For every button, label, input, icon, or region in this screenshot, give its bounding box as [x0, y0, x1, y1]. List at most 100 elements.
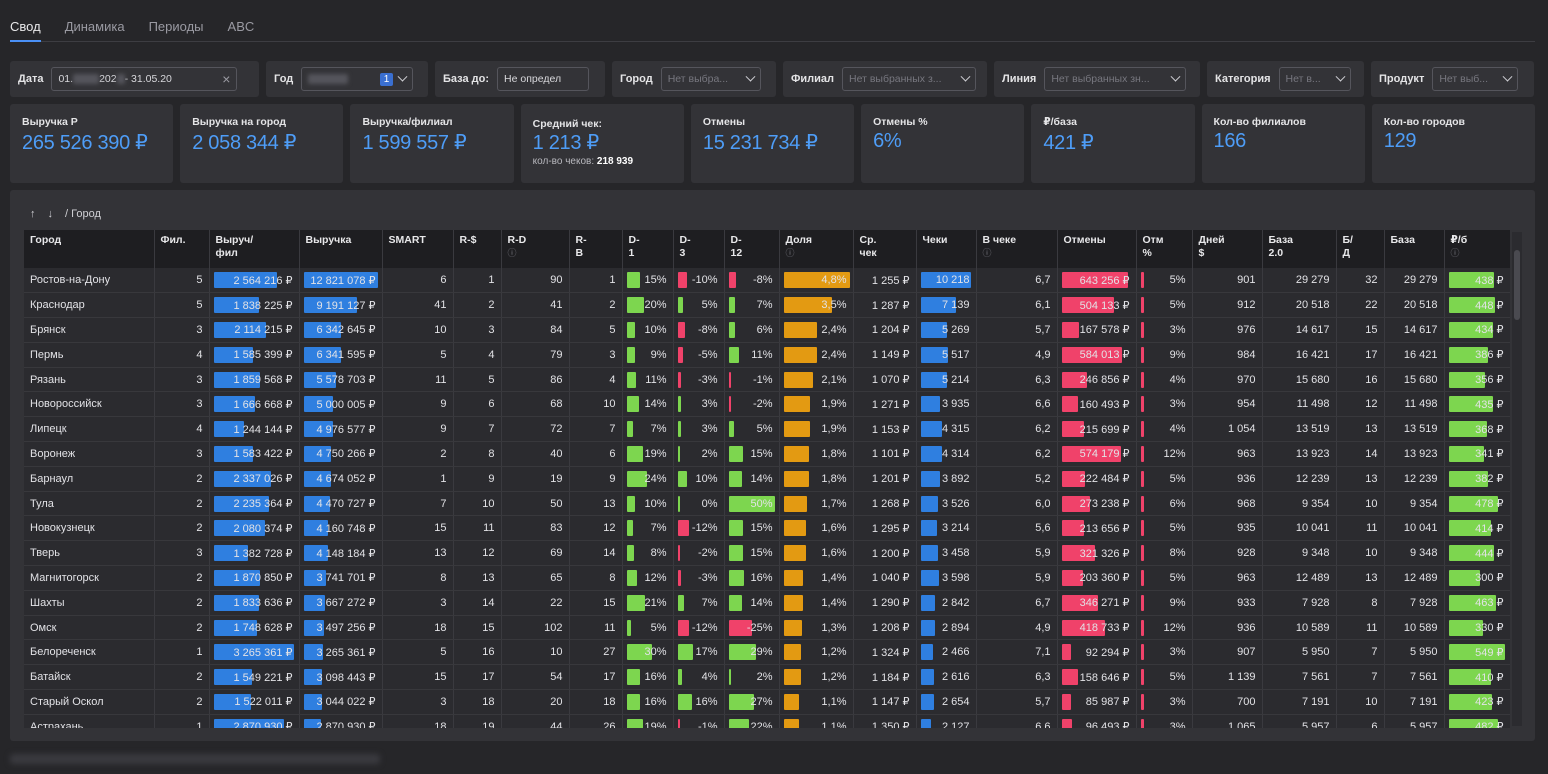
data-bar — [1061, 669, 1078, 686]
cell-value: 9% — [1169, 596, 1186, 609]
tab-abc[interactable]: ABC — [227, 19, 255, 34]
tab-dynamics[interactable]: Динамика — [64, 19, 125, 34]
column-header[interactable]: В чеке ⓘ — [976, 230, 1058, 268]
column-header[interactable]: База 2.0 — [1262, 230, 1337, 268]
cell-value: 16 421 — [1295, 348, 1330, 361]
table-cell: 3,5% — [779, 292, 854, 319]
table-cell: 4 148 184 ₽ — [299, 540, 383, 567]
column-header[interactable]: Доля ⓘ — [779, 230, 854, 268]
table-row[interactable]: Астрахань 1 2 870 930 ₽ 2 870 930 ₽ 18 19 44 26… — [24, 714, 1510, 728]
line-select[interactable]: Нет выбранных зн... — [1044, 67, 1187, 91]
table-cell: 6,0 — [976, 491, 1058, 517]
sort-ascending-icon[interactable]: ↑ — [30, 208, 36, 220]
column-header[interactable]: R-$ — [453, 230, 502, 268]
column-header[interactable]: Ср. чек — [853, 230, 917, 268]
city-select[interactable]: Нет выбра... — [660, 67, 761, 91]
table-row[interactable]: Воронеж 3 1 583 422 ₽ 4 750 266 ₽ 2 8 40 6 19% 2%… — [24, 441, 1510, 467]
table-row[interactable]: Новокузнецк 2 2 080 374 ₽ 4 160 748 ₽ 15 11 83… — [24, 515, 1510, 542]
tab-svod[interactable]: Свод — [10, 0, 41, 42]
column-header[interactable]: Отмены — [1057, 230, 1137, 268]
table-cell: 1 054 — [1192, 416, 1263, 443]
column-header[interactable]: D- 3 — [673, 230, 725, 268]
column-header[interactable]: Отм% — [1136, 230, 1193, 268]
column-header-label: D- — [628, 234, 640, 246]
table-cell: 8 — [1336, 590, 1385, 616]
table-cell: 7 191 — [1262, 689, 1337, 715]
table-cell: 90 — [501, 268, 570, 294]
vertical-scrollbar[interactable] — [1512, 232, 1522, 726]
table-row[interactable]: Омск 2 1 748 628 ₽ 3 497 256 ₽ 18 15 102 11 5% -1… — [24, 615, 1510, 641]
table-row[interactable]: Липецк 4 1 244 144 ₽ 4 976 577 ₽ 9 7 72 7 7% 3% 5%… — [24, 416, 1510, 443]
table-row[interactable]: Рязань 3 1 859 568 ₽ 5 578 703 ₽ 11 5 86 4 11% -3… — [24, 367, 1510, 393]
sort-descending-icon[interactable]: ↓ — [47, 208, 54, 220]
column-header[interactable]: Чеки — [916, 230, 977, 268]
table-row[interactable]: Батайск 2 1 549 221 ₽ 3 098 443 ₽ 15 17 54 17 16… — [24, 664, 1510, 691]
data-bar — [677, 718, 680, 728]
table-cell: 9 354 — [1384, 491, 1445, 517]
cell-value: 1,7% — [821, 497, 847, 510]
data-bar — [1140, 694, 1144, 711]
table-cell: 438 ₽ — [1444, 268, 1510, 294]
column-header[interactable]: SMART — [382, 230, 454, 268]
table-cell: 12 — [453, 540, 502, 567]
date-range-input[interactable]: 01. 202 - 31.05.20 × — [51, 67, 238, 91]
cell-value: 4% — [1169, 423, 1186, 436]
cell-value: 2,4% — [821, 323, 847, 336]
column-header[interactable]: База — [1384, 230, 1445, 268]
grouping-breadcrumb: / Город — [65, 208, 101, 220]
table-cell: 16 421 — [1262, 342, 1337, 368]
table-cell: 5 950 — [1262, 639, 1337, 666]
scrollbar-thumb[interactable] — [1514, 250, 1520, 320]
table-row[interactable]: Брянск 3 2 114 215 ₽ 6 342 645 ₽ 10 3 84 5 10% -8… — [24, 317, 1510, 343]
year-select[interactable]: 1 — [301, 67, 414, 91]
column-header[interactable]: R- B — [569, 230, 623, 268]
column-header[interactable]: R-D ⓘ — [501, 230, 570, 268]
data-bar — [1140, 346, 1144, 363]
column-header[interactable]: D- 1 — [622, 230, 674, 268]
table-cell: 5 — [154, 268, 210, 294]
table-row[interactable]: Новороссийск 3 1 666 668 ₽ 5 000 005 ₽ 9 6 68 1… — [24, 391, 1510, 418]
product-placeholder: Нет выб... — [1439, 73, 1489, 85]
cell-value: 4% — [1169, 373, 1186, 386]
tab-periods[interactable]: Периоды — [148, 19, 204, 34]
column-header[interactable]: Город — [24, 230, 155, 268]
column-header[interactable]: Фил. — [154, 230, 210, 268]
table-cell: 5 578 703 ₽ — [299, 367, 383, 393]
table-cell: 549 ₽ — [1444, 639, 1510, 666]
data-bar — [1448, 446, 1484, 463]
column-header[interactable]: Б/Д — [1336, 230, 1385, 268]
cell-value: 11 — [1366, 621, 1378, 634]
column-header[interactable]: ₽/б ⓘ — [1444, 230, 1510, 268]
column-header[interactable]: Выруч/фил — [209, 230, 300, 268]
branch-select[interactable]: Нет выбранных з... — [842, 67, 977, 91]
table-row[interactable]: Белореченск 1 3 265 361 ₽ 3 265 361 ₽ 5 16 10 2… — [24, 639, 1510, 666]
cell-value: -1% — [697, 720, 718, 728]
table-row[interactable]: Ростов-на-Дону 5 2 564 216 ₽ 12 821 078 ₽ 6 1… — [24, 268, 1510, 294]
table-cell: 10% — [673, 466, 725, 492]
data-bar — [920, 396, 940, 413]
column-header[interactable]: D- 12 — [724, 230, 780, 268]
column-header[interactable]: Выручка — [299, 230, 383, 268]
clear-icon[interactable]: × — [222, 71, 231, 87]
cell-value: 20 — [550, 695, 563, 708]
product-select[interactable]: Нет выб... — [1432, 67, 1519, 91]
table-cell: 1 — [569, 268, 623, 294]
table-cell: Новокузнецк — [24, 515, 155, 542]
data-bar — [920, 694, 934, 711]
category-select[interactable]: Нет в... — [1278, 67, 1351, 91]
table-row[interactable]: Краснодар 5 1 838 225 ₽ 9 191 127 ₽ 41 2 41 2 20… — [24, 292, 1510, 319]
cell-value: 1,8% — [821, 447, 847, 460]
table-row[interactable]: Тверь 3 1 382 728 ₽ 4 148 184 ₽ 13 12 69 14 8% -2… — [24, 540, 1510, 567]
table-row[interactable]: Старый Оскол 2 1 522 011 ₽ 3 044 022 ₽ 3 18 20… — [24, 689, 1510, 715]
table-row[interactable]: Шахты 2 1 833 636 ₽ 3 667 272 ₽ 3 14 22 15 21% 7%… — [24, 590, 1510, 616]
table-row[interactable]: Барнаул 2 2 337 026 ₽4 674 052 ₽1 9 19 9 24% 10… — [24, 466, 1510, 492]
cell-value: 1 870 850 ₽ — [233, 572, 293, 585]
table-row[interactable]: Тула 2 2 235 364 ₽ 4 470 727 ₽ 7 10 50 13 10% 0% 5… — [24, 491, 1510, 517]
table-row[interactable]: Пермь 4 1 585 399 ₽ 6 341 595 ₽ 5 4 79 3 9% -5% 11… — [24, 342, 1510, 368]
column-header[interactable]: Дней $ — [1192, 230, 1263, 268]
cell-value: 15 680 — [1403, 373, 1438, 386]
table-row[interactable]: Магнитогорск 2 1 870 850 ₽ 3 741 701 ₽ 8 13 65… — [24, 565, 1510, 591]
cell-value: Астрахань — [30, 720, 84, 728]
base-select[interactable]: Не определ — [497, 67, 590, 91]
data-bar — [1140, 669, 1144, 686]
